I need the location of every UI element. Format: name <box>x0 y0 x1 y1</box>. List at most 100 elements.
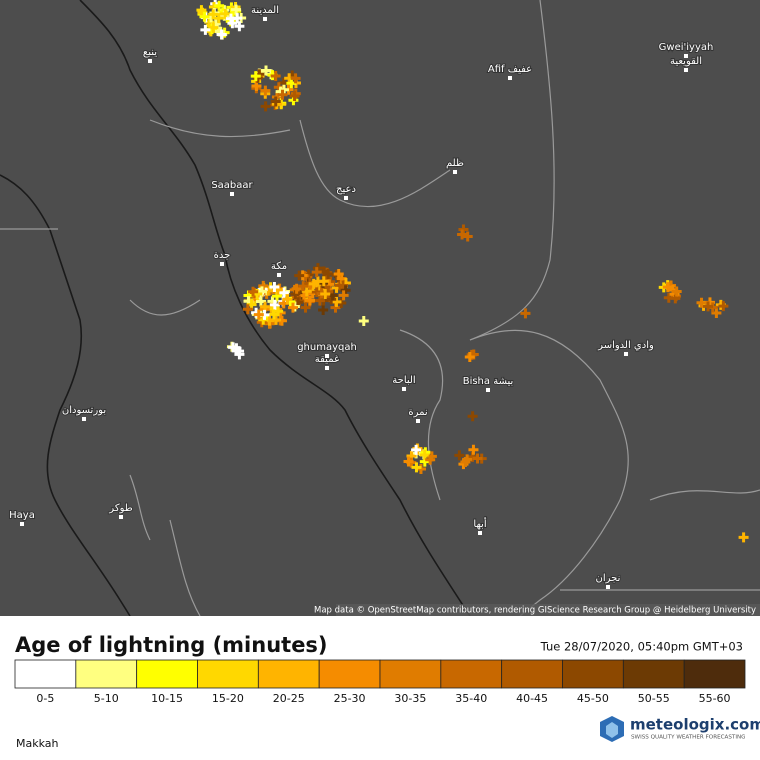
attribution-bg <box>336 604 760 616</box>
place-dot <box>624 352 628 356</box>
legend-scale: 0-5 5-10 10-15 15-20 20-25 25-30 30-35 35-40 40-… <box>14 659 746 705</box>
lightning-strike <box>220 8 231 19</box>
lightning-strike <box>277 89 288 100</box>
place-label: جدة <box>214 250 231 261</box>
legend-bin-label: 45-50 <box>577 692 609 705</box>
legend-bin-label: 40-45 <box>516 692 548 705</box>
legend-bin-label: 35-40 <box>455 692 487 705</box>
lightning-strike <box>261 65 272 76</box>
lightning-strike <box>358 316 369 327</box>
legend-bin-label: 55-60 <box>699 692 731 705</box>
legend-swatch <box>136 659 198 689</box>
lightning-strike <box>457 229 468 240</box>
lightning-strike <box>314 295 325 306</box>
legend-bin-label: 15-20 <box>212 692 244 705</box>
legend-swatch <box>501 659 563 689</box>
timestamp: Tue 28/07/2020, 05:40pm GMT+03 <box>540 640 743 654</box>
lightning-strike <box>467 411 478 422</box>
lightning-strike <box>270 70 281 81</box>
place-label: الباحة <box>392 375 415 386</box>
lightning-strike <box>294 270 305 281</box>
lightning-strike <box>718 301 729 312</box>
lightning-strike <box>253 309 264 320</box>
lightning-strike <box>289 91 300 102</box>
lightning-strike <box>318 304 329 315</box>
lightning-strike <box>216 29 227 40</box>
lightning-strike <box>340 285 351 296</box>
lightning-strike <box>462 231 473 242</box>
lightning-strike <box>234 349 245 360</box>
lightning-strike <box>278 287 289 298</box>
place-dot <box>220 262 224 266</box>
lightning-strike <box>331 296 342 307</box>
place-label: وادي الدواسر <box>597 340 654 351</box>
lightning-strike <box>703 301 714 312</box>
lightning-strike <box>320 289 331 299</box>
place-label: غميقة <box>315 354 339 365</box>
place-dot <box>325 366 329 370</box>
place-label: نمرة <box>408 407 427 418</box>
place-dot <box>119 515 123 519</box>
lightning-strike <box>671 286 682 297</box>
place-labels: المدينة ينبع Afif عفيف Gwei'iyyah القويعية Sa… <box>8 4 714 589</box>
lightning-strike <box>213 13 224 24</box>
lightning-strike <box>234 21 245 32</box>
place-dot <box>684 54 688 58</box>
lightning-strike <box>472 453 483 464</box>
place-label: ينبع <box>143 47 157 58</box>
brand-logo: meteologix.com SWISS QUALITY WEATHER FOR… <box>600 716 760 742</box>
lightning-strike <box>260 85 271 96</box>
lightning-strike <box>696 297 707 308</box>
place-dot <box>508 76 512 80</box>
legend-bin-label: 50-55 <box>638 692 670 705</box>
place-label: بورتسودان <box>62 405 106 416</box>
lightning-strike <box>460 456 471 467</box>
lightning-strike <box>268 309 279 320</box>
legend-swatch <box>622 659 685 689</box>
place-label: دعيج <box>336 184 356 195</box>
lightning-strike <box>208 22 219 33</box>
lightning-strike <box>291 283 302 294</box>
lightning-strike <box>286 78 297 89</box>
lightning-strike <box>269 299 280 310</box>
logo-icon-inner <box>606 722 618 738</box>
lightning-strike <box>208 9 219 20</box>
place-label: Afif عفيف <box>488 64 532 75</box>
place-dot <box>416 419 420 423</box>
place-dot <box>478 531 482 535</box>
lightning-strike <box>411 444 422 455</box>
brand-name: meteologix.com <box>630 716 760 734</box>
lightning-strike <box>454 450 465 461</box>
borders <box>0 0 760 617</box>
legend-bin-label: 5-10 <box>94 692 119 705</box>
place-dot <box>453 170 457 174</box>
lightning-strike <box>282 294 293 305</box>
lightning-strike <box>199 11 210 22</box>
place-dot <box>148 59 152 63</box>
legend-bin-label: 20-25 <box>273 692 305 705</box>
lightning-strike <box>425 454 436 465</box>
attribution: Map data © OpenStreetMap contributors, r… <box>314 606 756 616</box>
place-label: المدينة <box>251 5 279 16</box>
lightning-strike <box>318 276 329 287</box>
legend-bin-label: 30-35 <box>394 692 426 705</box>
place-dot <box>606 585 610 589</box>
legend-swatch <box>683 659 746 689</box>
lightning-strike <box>308 278 319 289</box>
lightning-strike <box>287 302 298 313</box>
legend-swatch <box>197 659 259 689</box>
lightning-strike <box>228 342 239 353</box>
lightning-strike <box>248 286 259 297</box>
place-dot <box>344 196 348 200</box>
place-dot <box>277 273 281 277</box>
region-label: Makkah <box>16 737 59 750</box>
lightning-strike <box>269 282 280 293</box>
place-dot <box>263 17 267 21</box>
lightning-strike <box>338 290 349 301</box>
lightning-strike <box>298 281 309 292</box>
place-label: ghumayqah <box>297 342 357 353</box>
place-dot <box>402 387 406 391</box>
coastline <box>0 0 471 617</box>
